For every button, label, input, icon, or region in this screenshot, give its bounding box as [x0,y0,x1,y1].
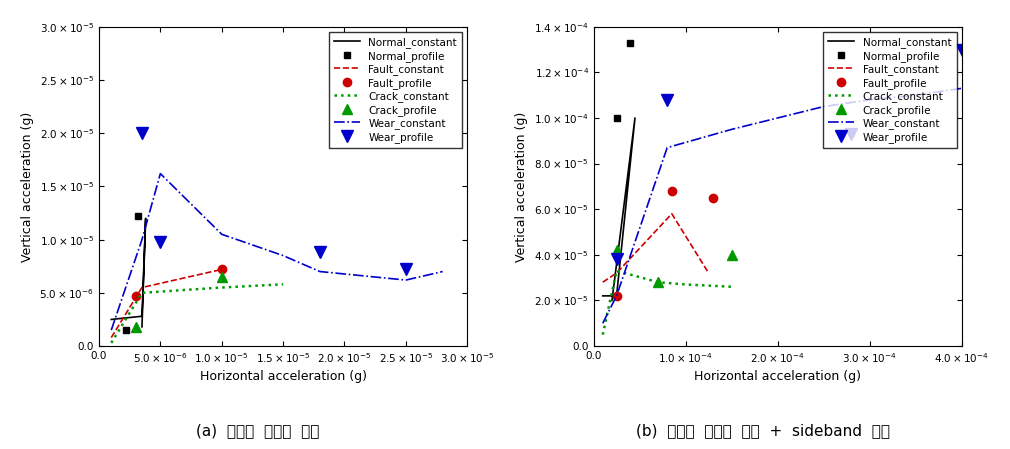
Line: Normal_constant: Normal_constant [111,218,145,327]
Wear_constant [436,269,448,274]
Wear_constant [725,127,737,132]
Crack_profile [725,252,737,258]
X-axis label: Horizontal acceleration (g): Horizontal acceleration (g) [694,370,862,383]
Wear_constant [216,232,228,237]
Line: Fault_constant: Fault_constant [111,269,222,338]
Wear_constant [910,92,922,98]
Crack_constant [597,332,609,337]
Wear_profile [845,131,857,136]
Line: Fault_profile: Fault_profile [131,265,226,300]
Fault_profile [666,188,678,194]
Fault_profile [129,293,141,299]
Normal_constant [597,293,609,299]
Fault_profile [707,195,719,201]
Wear_constant [610,293,622,299]
Wear_profile [610,257,622,262]
Crack_constant [680,282,692,287]
Text: (a)  맞물림  주파수  성분: (a) 맞물림 주파수 성분 [196,423,319,439]
Line: Wear_profile: Wear_profile [136,128,411,275]
Fault_constant [610,270,622,276]
Normal_constant [629,115,641,121]
Line: Fault_profile: Fault_profile [612,187,717,300]
Fault_profile [216,267,228,272]
Fault_constant [597,279,609,285]
Line: Normal_constant: Normal_constant [603,118,635,300]
Wear_profile [400,267,412,272]
Normal_constant [105,317,117,322]
Normal_profile [120,327,132,333]
Crack_profile [610,247,622,253]
Fault_constant [136,285,148,290]
Crack_constant [610,268,622,273]
Wear_constant [314,269,326,274]
Crack_constant [651,279,664,285]
Crack_constant [136,290,148,295]
Fault_constant [666,211,678,216]
Wear_profile [314,250,326,255]
Normal_constant [610,293,622,299]
Line: Fault_constant: Fault_constant [603,214,709,282]
Wear_constant [818,104,830,109]
Line: Wear_constant: Wear_constant [603,88,962,323]
Normal_constant [139,216,152,221]
Line: Crack_constant: Crack_constant [111,284,283,343]
Line: Wear_constant: Wear_constant [111,174,442,330]
Line: Crack_constant: Crack_constant [603,271,731,335]
Wear_constant [277,253,289,258]
Legend: Normal_constant, Normal_profile, Fault_constant, Fault_profile, Crack_constant, : Normal_constant, Normal_profile, Fault_c… [823,32,956,148]
Wear_constant [155,171,167,176]
Fault_constant [216,267,228,272]
Fault_constant [105,335,117,340]
Normal_profile [624,40,636,45]
Fault_profile [610,293,622,299]
Crack_constant [105,340,117,346]
Line: Crack_profile: Crack_profile [131,272,226,332]
Wear_constant [400,277,412,283]
Wear_profile [136,131,148,136]
Wear_constant [105,327,117,333]
Text: (b)  맞물림  주파수  성분  +  sideband  성분: (b) 맞물림 주파수 성분 + sideband 성분 [635,423,890,439]
Wear_profile [155,239,167,244]
Line: Normal_profile: Normal_profile [122,213,141,334]
Crack_profile [216,274,228,280]
Normal_constant [136,324,148,330]
Crack_constant [725,284,737,290]
Wear_constant [864,97,876,102]
Line: Wear_profile: Wear_profile [611,44,968,265]
Normal_profile [610,115,622,121]
Wear_constant [662,145,674,150]
X-axis label: Horizontal acceleration (g): Horizontal acceleration (g) [200,370,367,383]
Wear_constant [772,115,784,121]
Y-axis label: Vertical acceleration (g): Vertical acceleration (g) [21,111,33,261]
Legend: Normal_constant, Normal_profile, Fault_constant, Fault_profile, Crack_constant, : Normal_constant, Normal_profile, Fault_c… [328,32,462,148]
Wear_constant [955,86,968,91]
Crack_profile [651,279,664,285]
Y-axis label: Vertical acceleration (g): Vertical acceleration (g) [515,111,528,261]
Crack_constant [277,282,289,287]
Line: Normal_profile: Normal_profile [613,39,634,121]
Wear_constant [597,321,609,326]
Crack_profile [129,324,141,330]
Normal_constant [136,313,148,319]
Crack_constant [216,285,228,290]
Normal_profile [132,214,144,219]
Wear_constant [136,237,148,242]
Fault_constant [703,270,715,276]
Normal_constant [606,298,618,303]
Line: Crack_profile: Crack_profile [612,246,736,287]
Wear_profile [662,97,674,102]
Wear_profile [955,47,968,52]
